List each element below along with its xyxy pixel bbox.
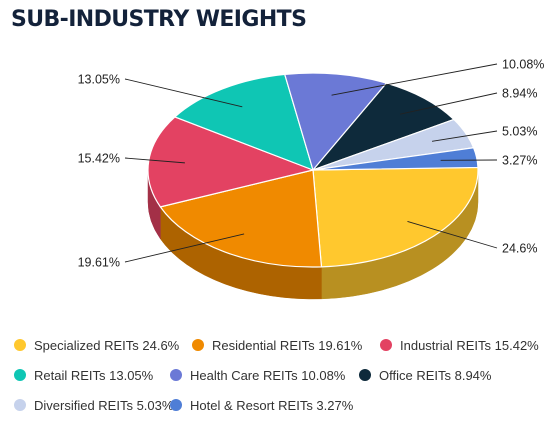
legend-label: Health Care REITs 10.08% (190, 367, 346, 383)
legend-row: Specialized REITs 24.6% Residential REITs… (0, 330, 558, 360)
legend-swatch (359, 369, 371, 381)
legend-item: Hotel & Resort REITs 3.27% (170, 398, 353, 413)
legend-item: Residential REITs 19.61% (192, 338, 362, 353)
slice-labels: 24.6% 19.61% 15.42% 13.05% 10.08% 8.94% 5.03% 3… (78, 58, 545, 270)
legend-swatch (14, 399, 26, 411)
slice-label-5: 8.94% (502, 87, 537, 101)
slice-label-6: 5.03% (502, 125, 537, 139)
legend-swatch (14, 339, 26, 351)
leader-line-5 (399, 92, 498, 115)
leader-line-0 (407, 220, 498, 249)
legend-label: Specialized REITs 24.6% (34, 337, 180, 353)
pie-slice-3 (174, 73, 314, 171)
legend-item: Health Care REITs 10.08% (170, 368, 345, 383)
leader-line-6 (431, 130, 498, 142)
slice-label-1: 19.61% (78, 256, 120, 270)
slice-label-4: 10.08% (502, 58, 544, 72)
pie-slice-4 (284, 72, 388, 171)
pie-slice-1 (159, 169, 323, 268)
legend-item: Specialized REITs 24.6% (14, 338, 179, 353)
legend-item: Diversified REITs 5.03% (14, 398, 173, 413)
slice-label-3: 13.05% (78, 73, 120, 87)
slice-label-2: 15.42% (78, 152, 120, 166)
legend-row: Diversified REITs 5.03% Hotel & Resort RE… (0, 390, 558, 420)
legend-label: Retail REITs 13.05% (34, 367, 154, 383)
slice-label-7: 3.27% (502, 154, 537, 168)
chart-title: SUB-INDUSTRY WEIGHTS (11, 7, 307, 32)
legend-label: Residential REITs 19.61% (212, 337, 363, 353)
pie-chart: 24.6% 19.61% 15.42% 13.05% 10.08% 8.94% 5.03% 3… (78, 58, 545, 300)
legend: Specialized REITs 24.6% Residential REITs… (0, 330, 558, 420)
legend-label: Diversified REITs 5.03% (34, 397, 174, 413)
leader-line-1 (124, 233, 245, 263)
leader-line-2 (124, 157, 185, 164)
legend-swatch (14, 369, 26, 381)
leader-line-4 (331, 63, 498, 96)
legend-item: Industrial REITs 15.42% (380, 338, 539, 353)
pie-slice-5 (312, 82, 455, 171)
legend-label: Industrial REITs 15.42% (400, 337, 539, 353)
legend-swatch (170, 369, 182, 381)
legend-swatch (170, 399, 182, 411)
legend-label: Office REITs 8.94% (379, 367, 492, 383)
pie-slice-0 (312, 166, 479, 268)
legend-item: Office REITs 8.94% (359, 368, 491, 383)
slice-label-0: 24.6% (502, 242, 537, 256)
legend-swatch (192, 339, 204, 351)
leader-lines (124, 63, 498, 263)
legend-item: Retail REITs 13.05% (14, 368, 153, 383)
legend-label: Hotel & Resort REITs 3.27% (190, 397, 354, 413)
pie-tops (147, 72, 479, 268)
legend-swatch (380, 339, 392, 351)
leader-line-3 (124, 78, 243, 108)
pie-slice-2 (147, 116, 314, 208)
legend-row: Retail REITs 13.05% Health Care REITs 10.… (0, 360, 558, 390)
pie-slice-7 (312, 147, 479, 171)
